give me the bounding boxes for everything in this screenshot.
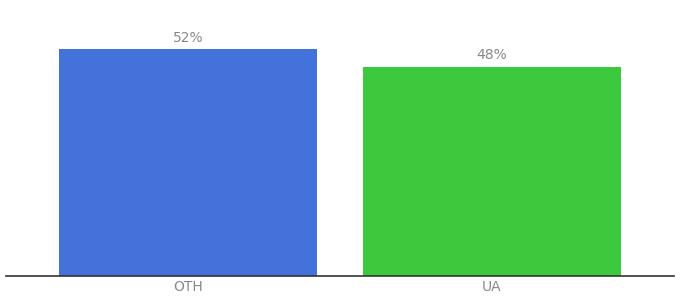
Bar bbox=[58, 49, 317, 276]
Text: 48%: 48% bbox=[477, 48, 507, 62]
Text: 52%: 52% bbox=[173, 31, 203, 45]
Bar bbox=[363, 67, 622, 276]
